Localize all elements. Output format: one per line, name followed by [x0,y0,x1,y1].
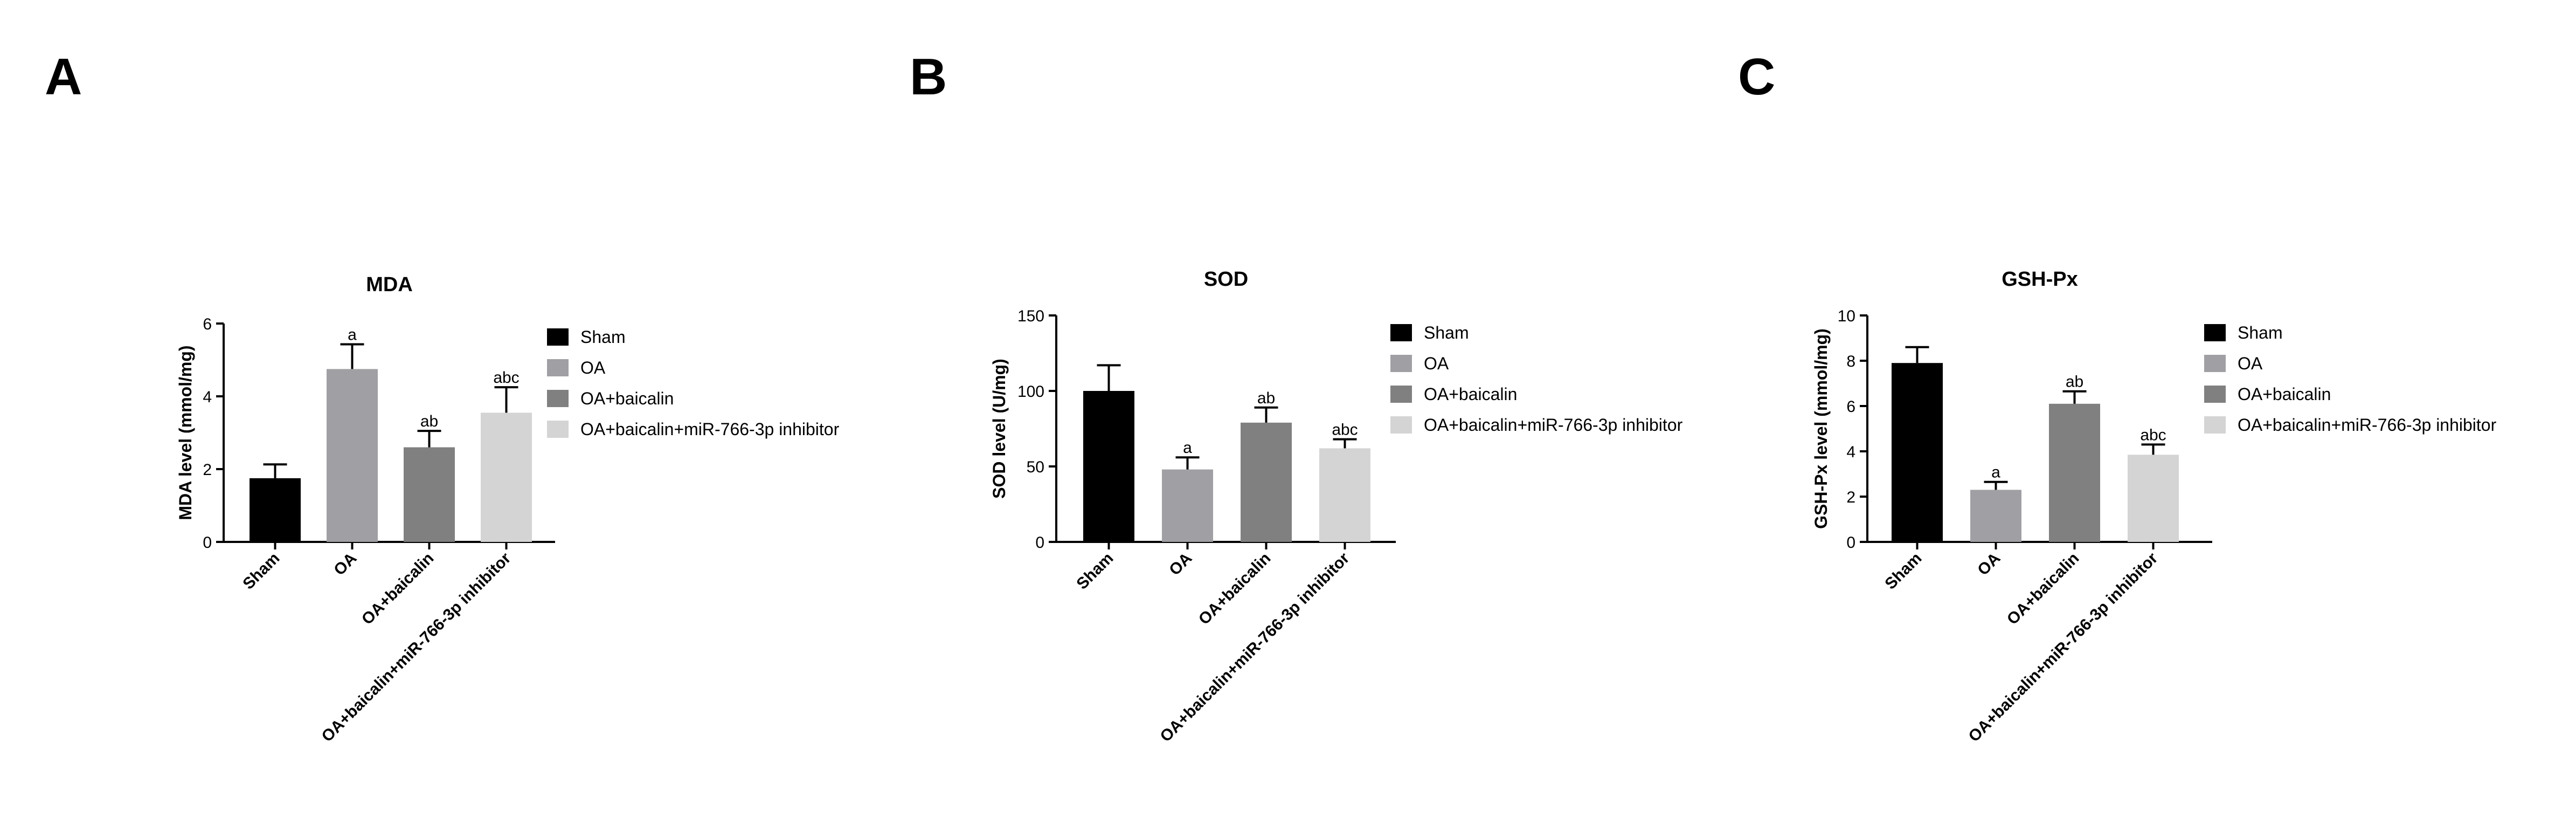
bar-oa-baicalin [1241,422,1292,542]
y-axis-label: MDA level (mmol/mg) [176,345,195,520]
y-tick-label: 150 [1017,307,1044,325]
legend-swatch-oa-baicalin [2204,386,2226,403]
x-tick-label: OA+baicalin [1195,549,1275,629]
chart-panel-c: C GSH-Px 0 2 4 6 8 10 GSH-Px level (mmol/mg) Sham… [1738,48,2497,746]
bar-oa-baicalin [2049,403,2100,542]
legend-swatch-sham [2204,324,2226,341]
legend-swatch-oa-baicalin [547,390,569,407]
significance-label: ab [420,412,438,430]
chart-title: MDA [366,273,413,296]
legend-label: OA+baicalin+miR-766-3p inhibitor [2238,415,2497,435]
y-tick-label: 4 [1846,443,1855,461]
y-tick-label: 8 [1846,353,1855,370]
legend-label: OA [580,358,606,377]
x-tick-label: OA [1974,549,2004,579]
legend-label: OA+baicalin+miR-766-3p inhibitor [580,420,840,439]
legend-label: Sham [1424,323,1469,342]
chart-title: GSH-Px [2002,268,2078,291]
legend-label: Sham [580,327,626,347]
y-tick-label: 0 [1035,534,1044,552]
y-tick-label: 0 [203,534,212,552]
legend-label: OA+baicalin+miR-766-3p inhibitor [1424,415,1683,435]
legend-swatch-oa-baicalin-mir-766-3p-inhibitor [2204,416,2226,434]
x-tick-label: OA [330,549,360,579]
x-tick-label: OA+baicalin [2004,549,2083,629]
bar-oa-baicalin [404,447,455,542]
legend-swatch-sham [547,328,569,346]
y-tick-label: 2 [1846,489,1855,506]
chart-panel-b: B SOD 0 50 100 150 SOD level (U/mg) Sham a OA ab OA… [910,48,1683,746]
significance-label: abc [493,369,519,387]
y-tick-label: 6 [1846,398,1855,416]
bar-oa-baicalin-mir-766-3p-inhibitor [481,412,532,542]
panel-label: B [910,48,947,106]
bar-oa [1970,490,2021,542]
legend-swatch-oa-baicalin-mir-766-3p-inhibitor [1390,416,1412,434]
bar-sham [1083,391,1134,542]
legend-label: OA+baicalin [580,389,674,408]
significance-label: a [348,326,357,343]
bar-oa [1162,469,1213,542]
significance-label: ab [2066,373,2083,391]
panel-label: C [1738,48,1775,106]
bar-sham [1892,363,1943,542]
bar-oa-baicalin-mir-766-3p-inhibitor [2128,455,2179,542]
x-tick-label: Sham [1073,549,1117,593]
y-tick-label: 4 [203,388,212,406]
bar-oa [327,369,378,542]
bar-sham [250,478,301,542]
x-tick-label: OA [1166,549,1195,579]
significance-label: a [1991,464,2000,482]
legend-swatch-oa-baicalin-mir-766-3p-inhibitor [547,421,569,438]
panel-label: A [45,48,82,106]
significance-label: abc [2140,426,2166,444]
legend-swatch-oa [547,359,569,376]
y-tick-label: 10 [1838,307,1855,325]
significance-label: ab [1257,389,1275,407]
y-tick-label: 50 [1027,458,1044,476]
chart-title: SOD [1204,268,1248,291]
legend-label: Sham [2238,323,2283,342]
y-axis-label: SOD level (U/mg) [989,359,1009,499]
legend-label: OA [2238,354,2263,373]
x-tick-label: OA+baicalin [358,549,438,629]
legend-label: OA+baicalin [1424,384,1517,404]
x-tick-label: Sham [239,549,283,593]
legend-swatch-sham [1390,324,1412,341]
y-tick-label: 6 [203,315,212,333]
x-tick-label: Sham [1881,549,1925,593]
chart-panel-a: A MDA 0 2 4 6 MDA level (mmol/mg) Sham a OA ab OA+b… [45,48,840,746]
y-tick-label: 100 [1017,383,1044,401]
y-tick-label: 2 [203,461,212,479]
bar-oa-baicalin-mir-766-3p-inhibitor [1319,448,1370,542]
legend-swatch-oa [1390,355,1412,372]
legend-swatch-oa-baicalin [1390,386,1412,403]
significance-label: a [1183,439,1192,457]
y-tick-label: 0 [1846,534,1855,552]
legend-label: OA+baicalin [2238,384,2331,404]
significance-label: abc [1332,421,1358,439]
y-axis-label: GSH-Px level (mmol/mg) [1811,328,1831,529]
legend-label: OA [1424,354,1449,373]
legend-swatch-oa [2204,355,2226,372]
